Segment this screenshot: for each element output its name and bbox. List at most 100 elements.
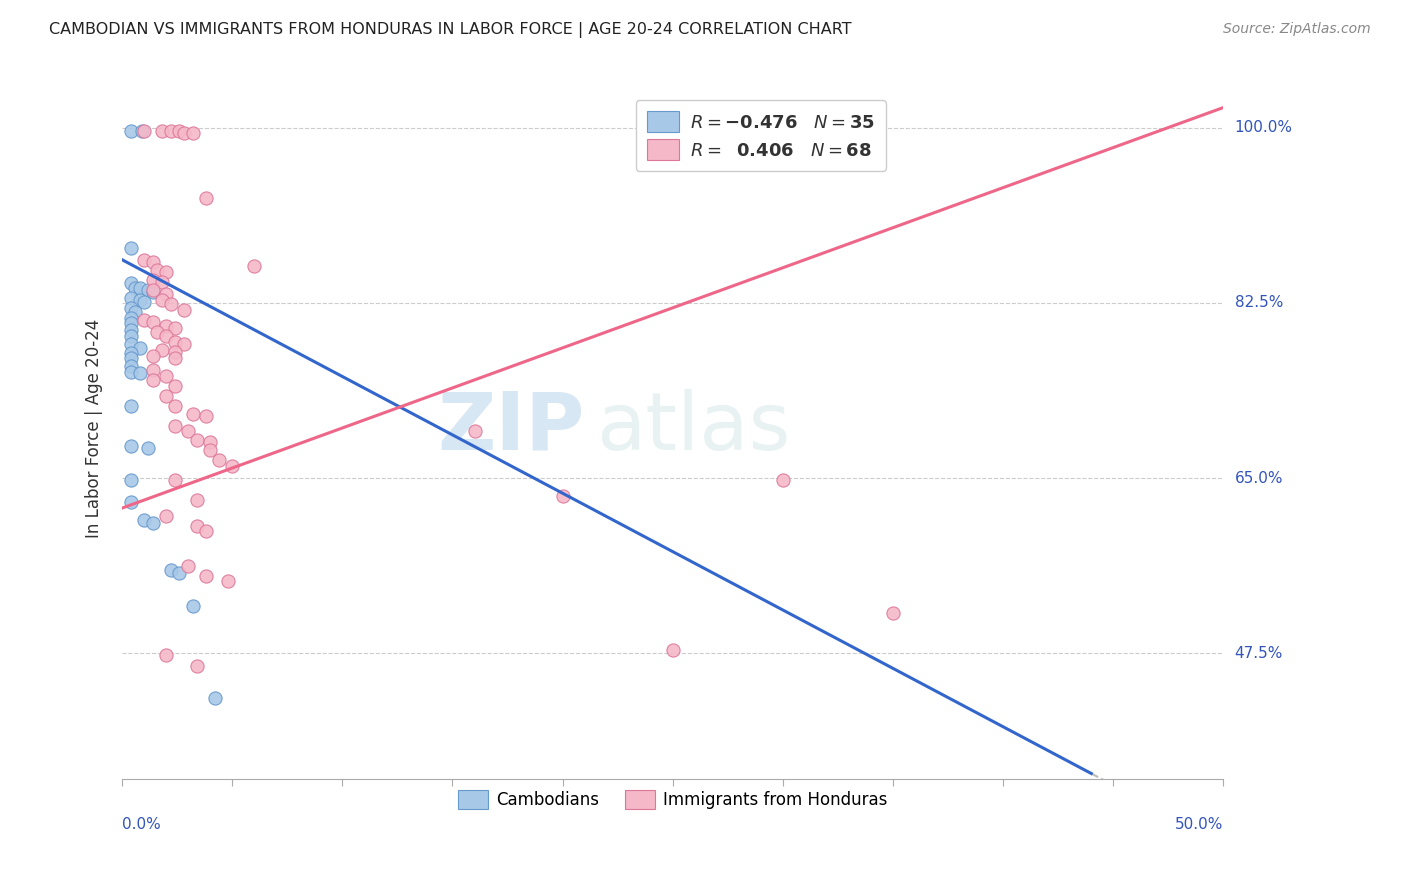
Point xyxy=(204,691,226,706)
Point xyxy=(120,495,142,509)
Point xyxy=(120,365,142,379)
Point xyxy=(132,513,155,527)
Point xyxy=(128,293,150,307)
Point xyxy=(120,346,142,360)
Text: 65.0%: 65.0% xyxy=(1234,471,1284,485)
Point xyxy=(169,566,191,581)
Point xyxy=(217,574,239,589)
Text: ZIP: ZIP xyxy=(437,389,585,467)
Point xyxy=(142,516,165,530)
Text: 82.5%: 82.5% xyxy=(1234,295,1282,310)
Point xyxy=(142,285,165,299)
Point xyxy=(142,283,165,297)
Point xyxy=(198,435,221,450)
Point xyxy=(120,351,142,365)
Point xyxy=(155,286,177,301)
Point xyxy=(142,363,165,377)
Point xyxy=(155,265,177,279)
Point xyxy=(120,123,142,137)
Point xyxy=(194,409,217,423)
Point xyxy=(120,291,142,305)
Point xyxy=(181,126,204,140)
Point xyxy=(142,254,165,268)
Point xyxy=(159,563,181,577)
Legend: Cambodians, Immigrants from Honduras: Cambodians, Immigrants from Honduras xyxy=(451,783,894,816)
Point xyxy=(159,297,181,311)
Point xyxy=(146,262,169,277)
Point xyxy=(124,281,146,295)
Point xyxy=(120,359,142,373)
Point xyxy=(120,399,142,413)
Point xyxy=(181,407,204,421)
Point xyxy=(163,379,186,393)
Point xyxy=(163,321,186,335)
Point xyxy=(163,399,186,413)
Point xyxy=(163,473,186,487)
Point xyxy=(198,442,221,457)
Y-axis label: In Labor Force | Age 20-24: In Labor Force | Age 20-24 xyxy=(86,318,103,538)
Point xyxy=(120,316,142,330)
Point xyxy=(131,123,153,137)
Point xyxy=(155,509,177,524)
Text: 47.5%: 47.5% xyxy=(1234,646,1282,661)
Point xyxy=(120,473,142,487)
Point xyxy=(155,318,177,333)
Point xyxy=(163,351,186,365)
Point xyxy=(124,305,146,319)
Point xyxy=(132,313,155,327)
Point xyxy=(142,273,165,287)
Text: 50.0%: 50.0% xyxy=(1175,817,1223,832)
Point xyxy=(159,123,181,137)
Point xyxy=(128,366,150,380)
Point xyxy=(163,419,186,434)
Text: 100.0%: 100.0% xyxy=(1234,120,1292,135)
Point xyxy=(146,325,169,339)
Point xyxy=(150,293,173,307)
Point xyxy=(132,252,155,267)
Text: Source: ZipAtlas.com: Source: ZipAtlas.com xyxy=(1223,22,1371,37)
Point xyxy=(120,276,142,290)
Point xyxy=(181,599,204,614)
Point xyxy=(120,301,142,315)
Point xyxy=(138,441,160,455)
Point xyxy=(194,191,217,205)
Point xyxy=(551,489,574,503)
Point xyxy=(186,519,208,533)
Point xyxy=(186,493,208,508)
Point xyxy=(120,323,142,337)
Point xyxy=(128,281,150,295)
Point xyxy=(155,389,177,403)
Point xyxy=(120,336,142,351)
Point xyxy=(155,328,177,343)
Point xyxy=(221,458,243,473)
Point xyxy=(120,310,142,325)
Point xyxy=(194,524,217,538)
Point xyxy=(150,123,173,137)
Point xyxy=(463,424,485,438)
Point xyxy=(142,373,165,387)
Point xyxy=(120,439,142,453)
Text: CAMBODIAN VS IMMIGRANTS FROM HONDURAS IN LABOR FORCE | AGE 20-24 CORRELATION CHA: CAMBODIAN VS IMMIGRANTS FROM HONDURAS IN… xyxy=(49,22,852,38)
Point xyxy=(150,343,173,357)
Point xyxy=(150,275,173,289)
Point xyxy=(138,283,160,297)
Point xyxy=(155,648,177,663)
Point xyxy=(142,315,165,329)
Text: 0.0%: 0.0% xyxy=(122,817,160,832)
Point xyxy=(661,643,683,657)
Point xyxy=(128,341,150,355)
Point xyxy=(243,259,266,273)
Point xyxy=(163,344,186,359)
Point xyxy=(177,424,200,438)
Point xyxy=(120,328,142,343)
Point xyxy=(163,334,186,349)
Point xyxy=(142,349,165,363)
Point xyxy=(173,302,195,317)
Point xyxy=(169,123,191,137)
Point xyxy=(132,123,155,137)
Point xyxy=(155,368,177,383)
Point xyxy=(186,433,208,447)
Point xyxy=(882,607,904,621)
Point xyxy=(194,569,217,583)
Point xyxy=(173,126,195,140)
